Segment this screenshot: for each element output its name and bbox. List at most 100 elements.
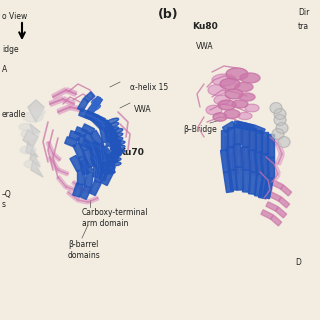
Polygon shape bbox=[113, 139, 119, 155]
Polygon shape bbox=[266, 202, 278, 211]
Text: eradle: eradle bbox=[2, 110, 26, 119]
Polygon shape bbox=[101, 166, 115, 170]
Polygon shape bbox=[220, 130, 228, 150]
Polygon shape bbox=[252, 134, 259, 154]
Polygon shape bbox=[101, 171, 113, 186]
Polygon shape bbox=[83, 188, 93, 194]
Text: Ku80: Ku80 bbox=[192, 22, 218, 31]
Polygon shape bbox=[23, 130, 38, 147]
Text: Carboxy-terminal
arm domain: Carboxy-terminal arm domain bbox=[82, 208, 148, 228]
Polygon shape bbox=[87, 196, 99, 204]
Polygon shape bbox=[259, 175, 269, 199]
Polygon shape bbox=[69, 105, 84, 112]
Polygon shape bbox=[81, 139, 95, 150]
Polygon shape bbox=[249, 172, 258, 194]
Polygon shape bbox=[109, 133, 123, 138]
Polygon shape bbox=[91, 115, 106, 130]
Polygon shape bbox=[261, 210, 273, 219]
Polygon shape bbox=[105, 130, 114, 147]
Polygon shape bbox=[100, 149, 109, 165]
Polygon shape bbox=[91, 141, 105, 153]
Polygon shape bbox=[218, 100, 236, 110]
Polygon shape bbox=[225, 89, 243, 99]
Polygon shape bbox=[236, 167, 244, 190]
Polygon shape bbox=[57, 105, 71, 114]
Polygon shape bbox=[79, 109, 94, 120]
Text: (b): (b) bbox=[158, 8, 178, 21]
Polygon shape bbox=[92, 162, 101, 178]
Polygon shape bbox=[99, 163, 109, 181]
Text: idge: idge bbox=[2, 45, 19, 54]
Polygon shape bbox=[272, 163, 280, 175]
Polygon shape bbox=[234, 144, 243, 167]
Polygon shape bbox=[83, 132, 96, 149]
Polygon shape bbox=[62, 97, 75, 106]
Text: –Q
s: –Q s bbox=[2, 190, 12, 209]
Polygon shape bbox=[81, 124, 95, 135]
Polygon shape bbox=[222, 121, 236, 132]
Polygon shape bbox=[24, 160, 40, 168]
Polygon shape bbox=[20, 146, 36, 154]
Polygon shape bbox=[100, 126, 109, 143]
Polygon shape bbox=[224, 172, 234, 193]
Polygon shape bbox=[262, 188, 272, 199]
Polygon shape bbox=[243, 170, 251, 192]
Polygon shape bbox=[30, 149, 40, 167]
Polygon shape bbox=[231, 134, 236, 154]
Polygon shape bbox=[274, 108, 286, 119]
Polygon shape bbox=[232, 100, 248, 108]
Polygon shape bbox=[227, 147, 236, 170]
Polygon shape bbox=[254, 174, 263, 196]
Text: tra: tra bbox=[298, 22, 309, 31]
Polygon shape bbox=[65, 137, 77, 147]
Polygon shape bbox=[79, 156, 89, 175]
Polygon shape bbox=[105, 127, 119, 133]
Polygon shape bbox=[263, 177, 273, 199]
Polygon shape bbox=[244, 123, 255, 131]
Polygon shape bbox=[75, 127, 87, 137]
Polygon shape bbox=[265, 138, 270, 160]
Polygon shape bbox=[220, 78, 240, 90]
Polygon shape bbox=[46, 141, 55, 155]
Polygon shape bbox=[274, 115, 286, 125]
Polygon shape bbox=[246, 132, 252, 154]
Polygon shape bbox=[57, 168, 69, 176]
Polygon shape bbox=[105, 123, 119, 129]
Polygon shape bbox=[265, 160, 270, 182]
Text: β-barrel
domains: β-barrel domains bbox=[68, 240, 101, 260]
Polygon shape bbox=[52, 88, 67, 99]
Polygon shape bbox=[111, 150, 125, 154]
Polygon shape bbox=[234, 121, 245, 129]
Polygon shape bbox=[227, 127, 234, 147]
Text: α-helix 15: α-helix 15 bbox=[130, 83, 168, 92]
Polygon shape bbox=[278, 137, 290, 148]
Polygon shape bbox=[21, 130, 39, 139]
Polygon shape bbox=[67, 190, 79, 202]
Text: Dir: Dir bbox=[298, 8, 309, 17]
Polygon shape bbox=[224, 110, 240, 118]
Polygon shape bbox=[105, 124, 119, 141]
Polygon shape bbox=[52, 153, 61, 162]
Polygon shape bbox=[242, 126, 249, 147]
Polygon shape bbox=[269, 192, 281, 201]
Polygon shape bbox=[100, 146, 113, 159]
Polygon shape bbox=[238, 113, 252, 119]
Polygon shape bbox=[90, 146, 101, 163]
Polygon shape bbox=[278, 197, 290, 208]
Polygon shape bbox=[220, 149, 230, 172]
Polygon shape bbox=[101, 120, 116, 136]
Polygon shape bbox=[107, 162, 121, 166]
Polygon shape bbox=[214, 95, 230, 105]
Polygon shape bbox=[242, 147, 251, 170]
Polygon shape bbox=[239, 130, 244, 150]
Polygon shape bbox=[70, 155, 83, 172]
Polygon shape bbox=[111, 141, 125, 146]
Polygon shape bbox=[235, 83, 253, 92]
Polygon shape bbox=[28, 100, 44, 122]
Polygon shape bbox=[231, 154, 238, 174]
Polygon shape bbox=[246, 154, 253, 174]
Polygon shape bbox=[253, 154, 260, 176]
Polygon shape bbox=[107, 131, 119, 148]
Polygon shape bbox=[239, 150, 246, 170]
Polygon shape bbox=[270, 215, 282, 226]
